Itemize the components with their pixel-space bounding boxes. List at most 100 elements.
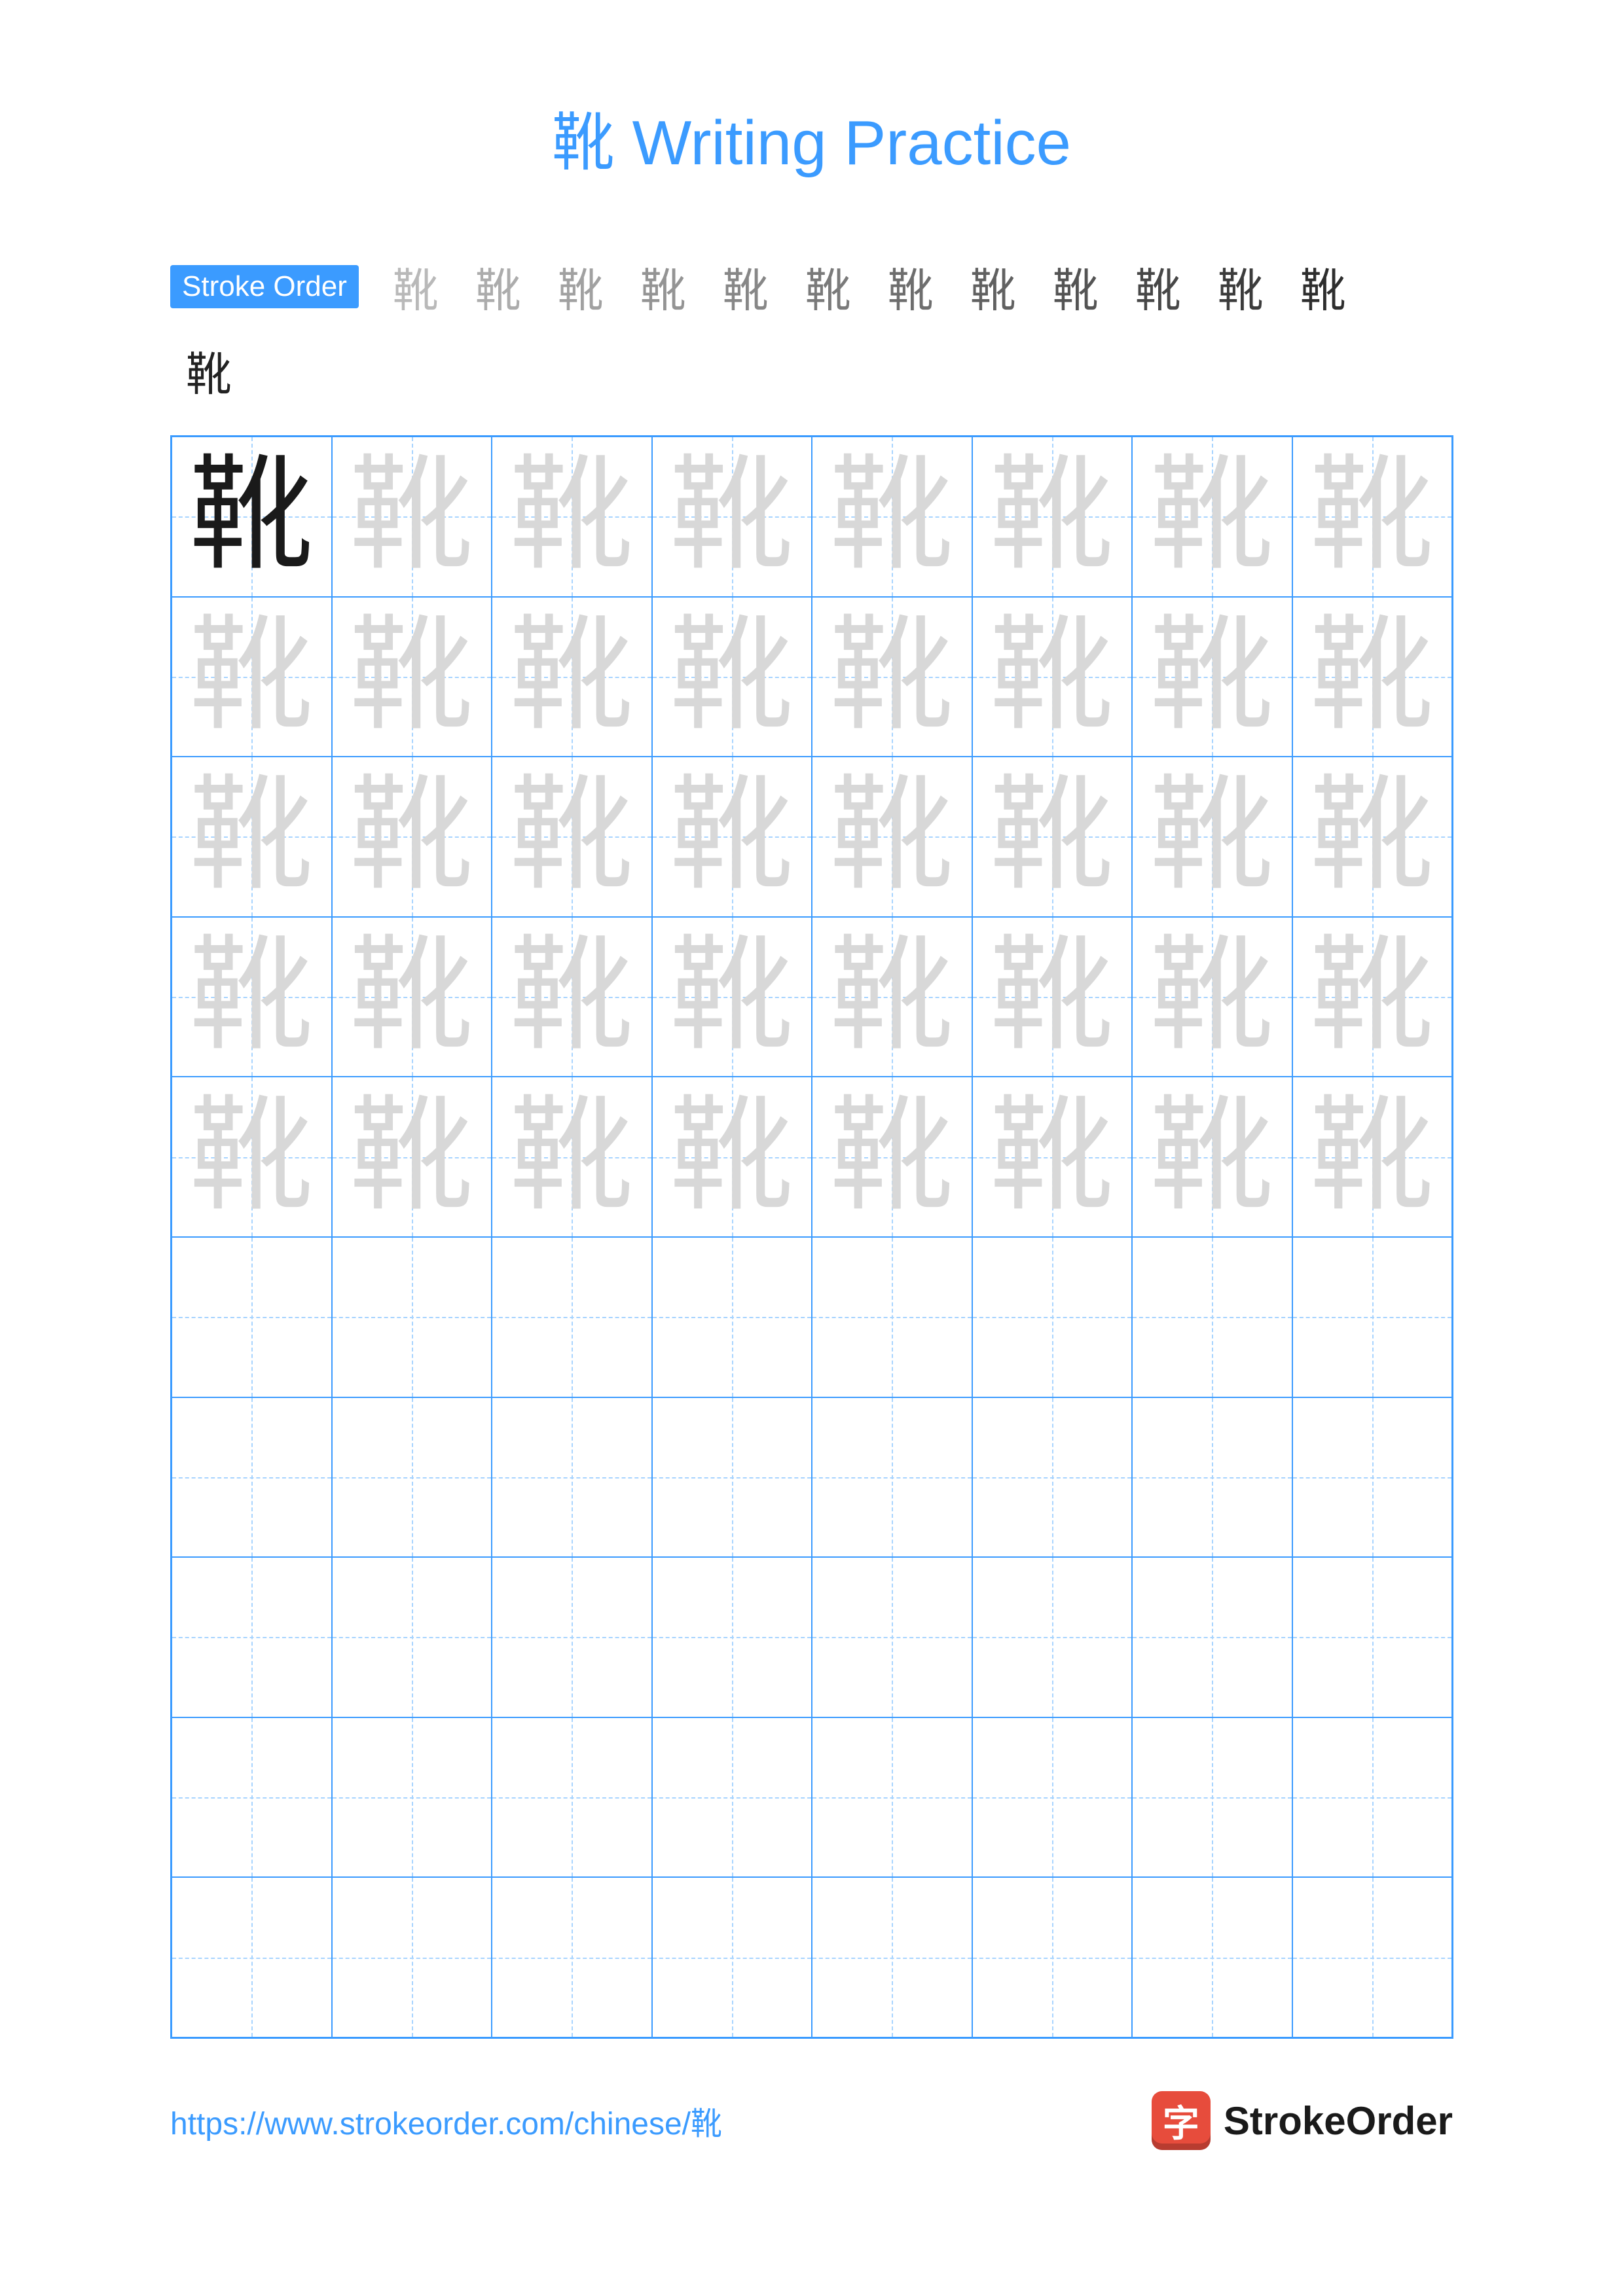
stroke-steps-container: 靴靴靴靴靴靴靴靴靴靴靴靴: [377, 248, 1362, 325]
trace-character: 靴: [1150, 615, 1274, 739]
stroke-step-10: 靴: [1120, 248, 1197, 325]
grid-cell: 靴: [1292, 437, 1453, 597]
trace-character: 靴: [990, 774, 1114, 899]
grid-cell: 靴: [812, 597, 972, 757]
grid-cell: 靴: [1132, 1077, 1292, 1237]
stroke-steps-container-2: 靴: [170, 332, 247, 409]
grid-cell: 靴: [972, 757, 1133, 917]
stroke-step-4: 靴: [625, 248, 702, 325]
trace-character: 靴: [670, 615, 794, 739]
grid-cell: [492, 1237, 652, 1397]
grid-cell: [1132, 1557, 1292, 1717]
trace-character: 靴: [670, 1095, 794, 1219]
logo-icon: 字: [1152, 2091, 1211, 2150]
grid-cell: [1132, 1877, 1292, 2037]
grid-cell: [332, 1717, 492, 1878]
grid-cell: 靴: [812, 437, 972, 597]
grid-cell: [492, 1877, 652, 2037]
grid-cell: 靴: [172, 757, 332, 917]
grid-cell: 靴: [1292, 757, 1453, 917]
grid-cell: [332, 1877, 492, 2037]
grid-cell: 靴: [172, 1077, 332, 1237]
grid-cell: [972, 1877, 1133, 2037]
grid-cell: [652, 1397, 812, 1558]
grid-cell: 靴: [972, 917, 1133, 1077]
grid-cell: 靴: [812, 1077, 972, 1237]
trace-character: 靴: [189, 935, 314, 1059]
trace-character: 靴: [509, 615, 634, 739]
grid-cell: [652, 1877, 812, 2037]
trace-character: 靴: [350, 454, 474, 579]
trace-character: 靴: [830, 1095, 954, 1219]
trace-character: 靴: [189, 774, 314, 899]
grid-cell: [1132, 1397, 1292, 1558]
stroke-step-7: 靴: [872, 248, 949, 325]
practice-grid: 靴靴靴靴靴靴靴靴靴靴靴靴靴靴靴靴靴靴靴靴靴靴靴靴靴靴靴靴靴靴靴靴靴靴靴靴靴靴靴靴: [170, 435, 1453, 2039]
grid-cell: [812, 1717, 972, 1878]
trace-character: 靴: [350, 1095, 474, 1219]
grid-cell: 靴: [332, 1077, 492, 1237]
grid-cell: 靴: [972, 1077, 1133, 1237]
grid-cell: [812, 1557, 972, 1717]
trace-character: 靴: [990, 935, 1114, 1059]
stroke-step-8: 靴: [955, 248, 1032, 325]
grid-cell: 靴: [492, 597, 652, 757]
trace-character: 靴: [830, 615, 954, 739]
grid-cell: [332, 1237, 492, 1397]
grid-cell: [1292, 1397, 1453, 1558]
grid-cell: [972, 1237, 1133, 1397]
grid-cell: 靴: [1132, 437, 1292, 597]
grid-cell: [812, 1397, 972, 1558]
trace-character: 靴: [830, 774, 954, 899]
grid-cell: [172, 1397, 332, 1558]
grid-cell: 靴: [1132, 917, 1292, 1077]
grid-cell: 靴: [172, 917, 332, 1077]
stroke-step-3: 靴: [542, 248, 619, 325]
footer-url[interactable]: https://www.strokeorder.com/chinese/靴: [170, 2098, 722, 2144]
grid-cell: 靴: [332, 437, 492, 597]
trace-character: 靴: [509, 774, 634, 899]
trace-character: 靴: [830, 454, 954, 579]
grid-cell: 靴: [1132, 757, 1292, 917]
stroke-step-1: 靴: [377, 248, 454, 325]
trace-character: 靴: [509, 1095, 634, 1219]
grid-cell: [172, 1877, 332, 2037]
trace-character: 靴: [990, 615, 1114, 739]
trace-character: 靴: [990, 1095, 1114, 1219]
trace-character: 靴: [1310, 454, 1434, 579]
stroke-step-2: 靴: [460, 248, 537, 325]
title-rest: Writing Practice: [615, 108, 1071, 178]
trace-character: 靴: [1150, 1095, 1274, 1219]
stroke-order-section: Stroke Order 靴靴靴靴靴靴靴靴靴靴靴靴 靴: [170, 248, 1453, 409]
stroke-order-row: Stroke Order 靴靴靴靴靴靴靴靴靴靴靴靴: [170, 248, 1453, 325]
trace-character: 靴: [509, 454, 634, 579]
grid-cell: 靴: [1292, 1077, 1453, 1237]
trace-character: 靴: [670, 935, 794, 1059]
trace-character: 靴: [990, 454, 1114, 579]
grid-cell: 靴: [492, 1077, 652, 1237]
grid-cell: 靴: [972, 597, 1133, 757]
grid-cell: [652, 1557, 812, 1717]
grid-cell: 靴: [492, 917, 652, 1077]
grid-cell: [812, 1237, 972, 1397]
grid-cell: 靴: [652, 437, 812, 597]
model-character: 靴: [189, 454, 314, 579]
logo[interactable]: 字 StrokeOrder: [1152, 2091, 1453, 2150]
grid-cell: 靴: [332, 597, 492, 757]
grid-cell: [1132, 1237, 1292, 1397]
grid-cell: [332, 1557, 492, 1717]
stroke-order-overflow: 靴: [170, 332, 1453, 409]
grid-cell: 靴: [812, 757, 972, 917]
grid-cell: 靴: [652, 917, 812, 1077]
grid-cell: [652, 1717, 812, 1878]
grid-cell: [172, 1557, 332, 1717]
stroke-step-9: 靴: [1037, 248, 1114, 325]
stroke-step-11: 靴: [1202, 248, 1279, 325]
trace-character: 靴: [830, 935, 954, 1059]
grid-cell: [972, 1717, 1133, 1878]
footer: https://www.strokeorder.com/chinese/靴 字 …: [170, 2091, 1453, 2150]
grid-cell: 靴: [172, 437, 332, 597]
page-title: 靴 Writing Practice: [170, 92, 1453, 183]
grid-cell: 靴: [1292, 597, 1453, 757]
grid-cell: 靴: [812, 917, 972, 1077]
